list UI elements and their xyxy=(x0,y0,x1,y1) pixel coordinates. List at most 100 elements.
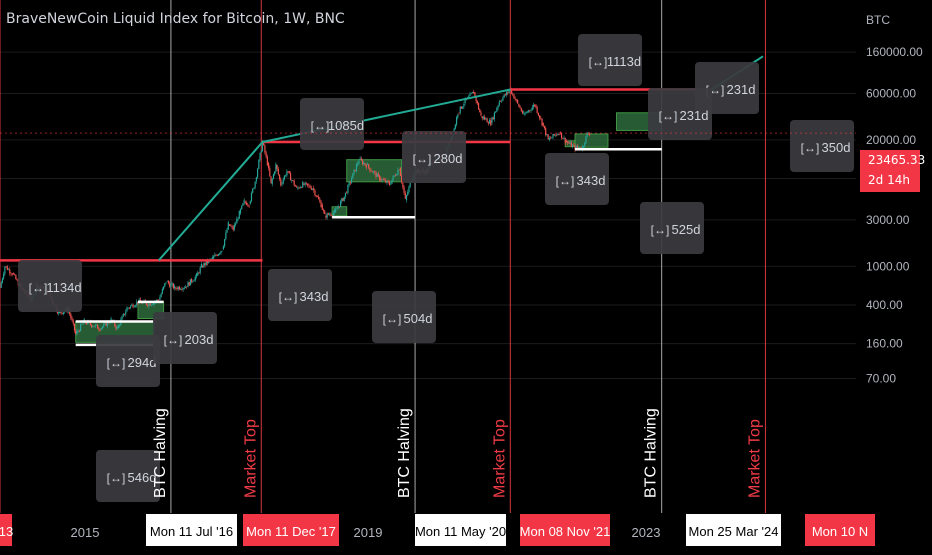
price-candle xyxy=(264,145,266,153)
price-candle xyxy=(172,283,174,289)
duration-label-bg xyxy=(545,153,609,205)
price-candle xyxy=(267,163,270,169)
price-candle xyxy=(316,196,319,198)
price-candle xyxy=(253,187,255,189)
price-candle xyxy=(104,322,106,324)
price-candle xyxy=(560,132,563,138)
price-candle xyxy=(285,175,287,177)
duration-label-bg xyxy=(96,450,160,502)
range-icon: [↔] xyxy=(164,333,183,347)
price-candle xyxy=(342,198,344,201)
price-candle xyxy=(380,178,382,181)
price-candle xyxy=(543,125,546,129)
duration-label[interactable]: [↔] 1134d xyxy=(18,260,82,312)
price-candle xyxy=(582,145,585,148)
duration-label[interactable]: [↔] 525d xyxy=(640,202,704,254)
price-candle xyxy=(311,188,314,190)
price-candle xyxy=(463,104,465,107)
price-candle xyxy=(289,173,292,181)
duration-label[interactable]: [↔] 231d xyxy=(648,88,712,140)
price-candle xyxy=(519,106,521,109)
duration-label[interactable]: [↔] 280d xyxy=(402,131,466,183)
price-candle xyxy=(581,146,583,150)
price-candle xyxy=(501,100,503,102)
event-line-label: Market Top xyxy=(242,419,259,498)
price-candle xyxy=(12,273,15,275)
price-candle xyxy=(293,180,295,186)
price-candle xyxy=(220,251,222,254)
price-candle xyxy=(361,160,364,165)
price-candle xyxy=(278,174,281,180)
y-tick-label: 1000.00 xyxy=(866,259,910,273)
price-candle xyxy=(186,286,188,288)
price-candle xyxy=(215,254,217,256)
price-candle xyxy=(115,325,117,329)
price-candle xyxy=(78,330,80,332)
price-candle xyxy=(126,307,128,312)
price-candle xyxy=(564,137,566,144)
duration-label[interactable]: [↔]1085d xyxy=(300,98,364,150)
price-candle xyxy=(569,142,571,144)
price-candle xyxy=(200,263,203,268)
duration-label[interactable]: [↔] 203d xyxy=(153,312,217,364)
price-candle xyxy=(252,188,254,193)
price-candle xyxy=(16,279,18,281)
duration-label[interactable]: [↔] 546d xyxy=(96,450,160,502)
price-candle xyxy=(320,201,322,208)
event-line-label: BTC Halving xyxy=(152,408,169,498)
duration-label[interactable]: [↔] 504d xyxy=(372,291,436,343)
price-candle xyxy=(562,137,564,139)
duration-label[interactable]: [↔] 343d xyxy=(545,153,609,205)
price-candle xyxy=(488,120,491,124)
price-candle xyxy=(272,174,275,179)
price-candle xyxy=(372,171,375,173)
duration-label[interactable]: [↔] 343d xyxy=(268,269,332,321)
price-candle xyxy=(238,211,240,219)
price-candle xyxy=(4,266,6,274)
duration-label[interactable]: [↔] 294d xyxy=(96,335,160,387)
price-candle xyxy=(15,274,17,280)
price-candle xyxy=(330,214,332,216)
price-candle xyxy=(498,101,500,106)
range-icon: [↔] xyxy=(311,119,330,133)
price-candle xyxy=(371,171,373,173)
price-candle xyxy=(523,112,525,114)
price-candle xyxy=(228,224,231,226)
price-candle xyxy=(77,330,79,332)
duration-value: 1134d xyxy=(46,280,81,295)
price-candle xyxy=(387,180,389,183)
price-candle xyxy=(280,179,282,186)
price-candle xyxy=(401,175,403,183)
duration-value: 1085d xyxy=(328,118,364,133)
price-candle xyxy=(347,185,349,193)
price-candle xyxy=(344,192,347,197)
price-candle xyxy=(247,204,249,206)
price-candle xyxy=(578,147,580,149)
price-candle xyxy=(258,159,260,169)
y-tick-label: 160.00 xyxy=(866,337,903,351)
price-candle xyxy=(490,120,492,126)
price-candle xyxy=(532,104,535,108)
price-candle xyxy=(407,192,409,196)
y-tick-label: 3000.00 xyxy=(866,213,910,227)
price-candle xyxy=(309,185,311,188)
price-candle xyxy=(153,302,155,305)
price-candle xyxy=(304,182,306,185)
duration-label-bg xyxy=(18,260,82,312)
duration-label[interactable]: [↔] 350d xyxy=(790,120,854,172)
price-candle xyxy=(192,281,194,282)
price-candle xyxy=(557,133,559,136)
duration-label[interactable]: [↔] 1113d xyxy=(578,34,642,86)
price-candle xyxy=(183,287,185,289)
price-candle xyxy=(479,109,481,113)
duration-value: 231d xyxy=(680,108,709,123)
event-date-text: Mon 11 Jul '16 xyxy=(150,524,233,539)
price-candle xyxy=(274,171,276,175)
price-candle xyxy=(239,209,242,214)
price-candle xyxy=(529,110,531,111)
price-candle xyxy=(288,171,290,174)
range-icon: [↔] xyxy=(651,223,670,237)
price-candle xyxy=(563,137,565,139)
